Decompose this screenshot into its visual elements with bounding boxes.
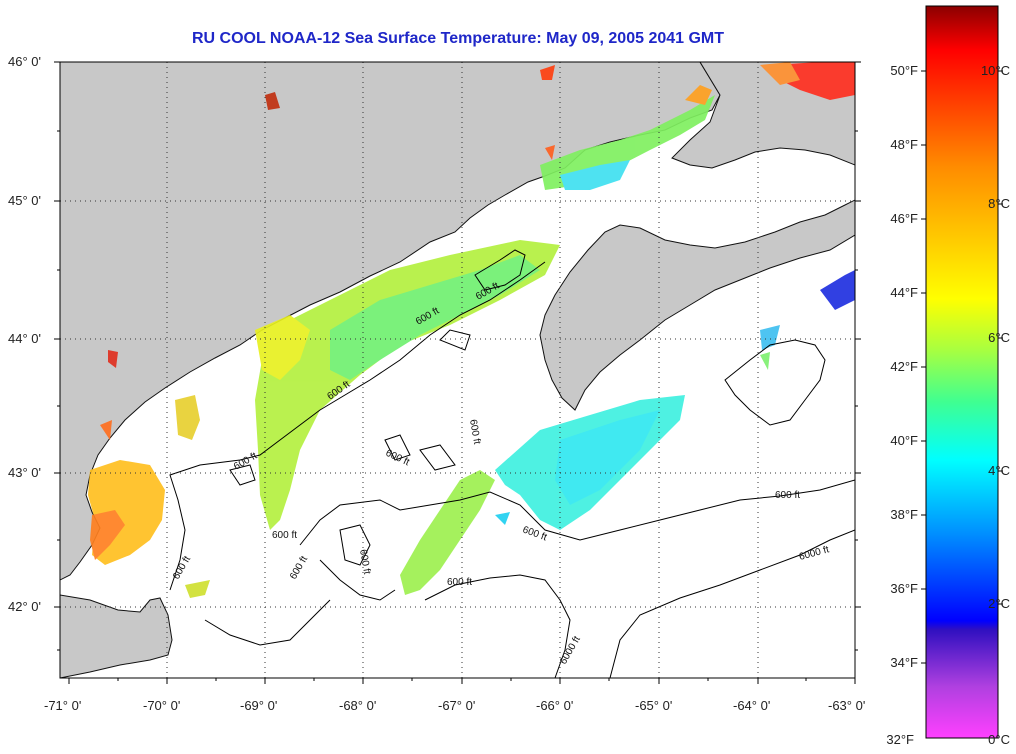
colorbar-f-label: 50°F [890, 63, 918, 78]
lon-label: -68° 0' [339, 698, 376, 713]
lat-label: 42° 0' [8, 599, 41, 614]
lat-label: 45° 0' [8, 193, 41, 208]
colorbar-c-label: 6°C [988, 330, 1010, 345]
lat-label: 43° 0' [8, 465, 41, 480]
colorbar-f-label: 36°F [890, 581, 918, 596]
colorbar-f-label: 44°F [890, 285, 918, 300]
colorbar-c-label: 8°C [988, 196, 1010, 211]
lon-label: -66° 0' [536, 698, 573, 713]
lat-label: 44° 0' [8, 331, 41, 346]
colorbar-ticks [921, 70, 1003, 664]
lon-label: -70° 0' [143, 698, 180, 713]
colorbar-f-label: 34°F [890, 655, 918, 670]
tick-marks [54, 61, 861, 684]
contour-label: 600 ft [357, 549, 372, 576]
colorbar-c-label: 4°C [988, 463, 1010, 478]
lat-label: 46° 0' [8, 54, 41, 69]
lon-label: -69° 0' [240, 698, 277, 713]
colorbar-f-label: 32°F [886, 732, 914, 747]
lon-label: -63° 0' [828, 698, 865, 713]
colorbar [925, 5, 999, 739]
contour-label: 600 ft [447, 577, 472, 588]
map-frame [59, 61, 856, 679]
lon-label: -64° 0' [733, 698, 770, 713]
colorbar-f-label: 38°F [890, 507, 918, 522]
lon-label: -71° 0' [44, 698, 81, 713]
colorbar-f-label: 48°F [890, 137, 918, 152]
lon-label: -67° 0' [438, 698, 475, 713]
sst-patches [88, 62, 855, 598]
colorbar-f-label: 40°F [890, 433, 918, 448]
land-cape-cod [60, 594, 173, 678]
depth-contours [169, 249, 855, 678]
colorbar-c-label: 2°C [988, 596, 1010, 611]
land-nova-scotia [539, 199, 855, 411]
colorbar-c-label: 0°C [988, 732, 1010, 747]
colorbar-f-label: 46°F [890, 211, 918, 226]
map-title: RU COOL NOAA-12 Sea Surface Temperature:… [191, 30, 725, 47]
contour-label: 600 ft [272, 530, 297, 541]
colorbar-f-label: 42°F [890, 359, 918, 374]
lon-label: -65° 0' [635, 698, 672, 713]
contour-label: 600 ft [467, 419, 482, 446]
colorbar-c-label: 10°C [981, 63, 1010, 78]
contour-label: 600 ft [775, 490, 800, 501]
